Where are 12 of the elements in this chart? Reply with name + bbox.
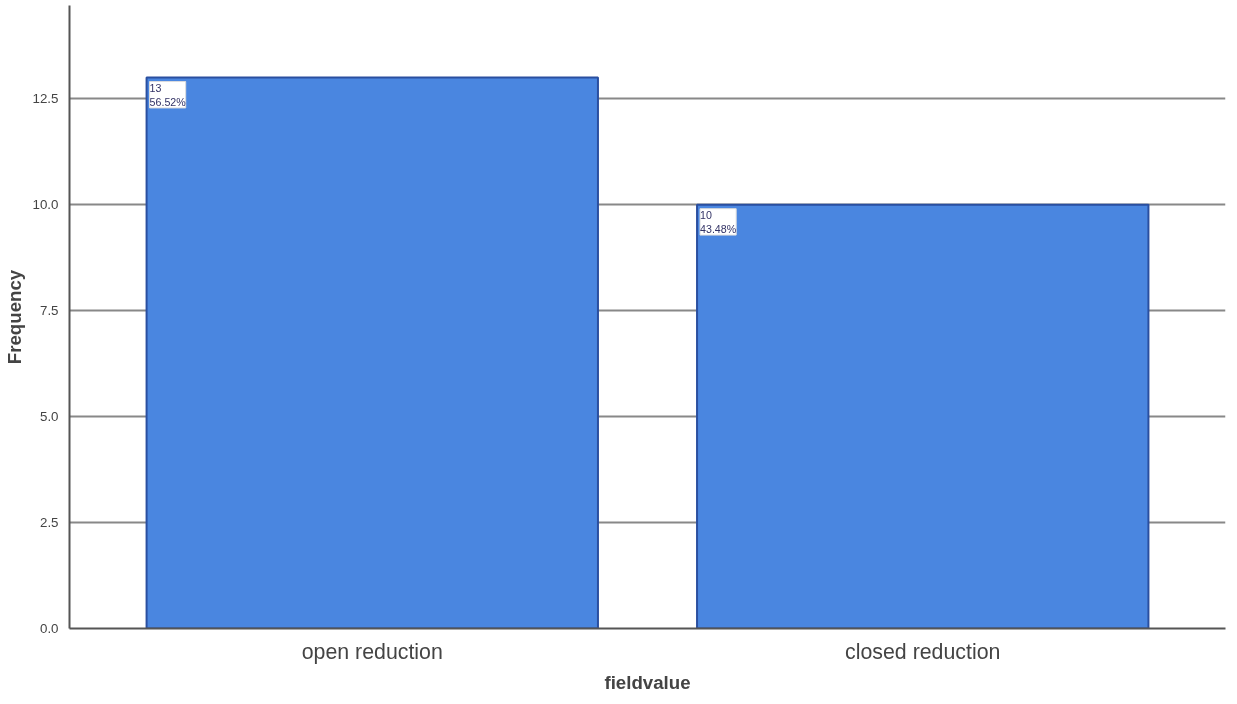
x-axis-title: fieldvalue <box>604 671 691 693</box>
y-tick-label: 10.0 <box>32 197 59 213</box>
y-tick-label: 12.5 <box>32 91 59 107</box>
x-tick-label: closed reduction <box>845 639 1001 664</box>
y-axis-title: Frequency <box>3 269 25 365</box>
y-tick-label: 2.5 <box>39 515 59 531</box>
data-label: 10 43.48% <box>700 208 737 236</box>
y-tick-label: 5.0 <box>39 409 59 425</box>
data-label: 13 56.52% <box>149 81 187 108</box>
x-tick-label: open reduction <box>301 639 443 664</box>
y-tick-label: 0.0 <box>39 621 59 636</box>
y-tick-label: 7.5 <box>39 303 59 319</box>
